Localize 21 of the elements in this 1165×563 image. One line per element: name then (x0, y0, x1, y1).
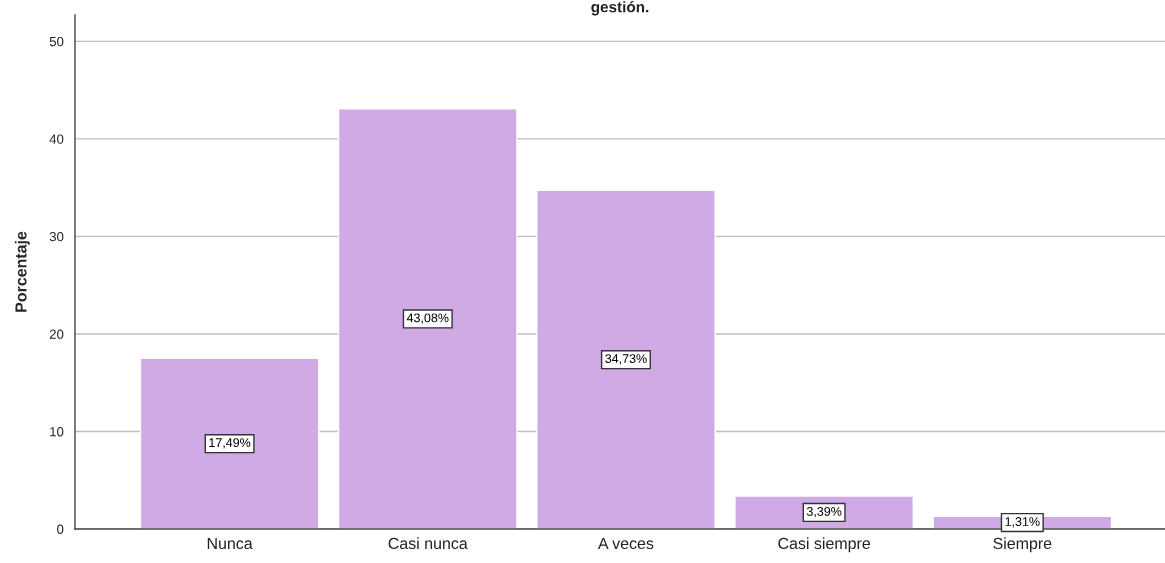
bar (139, 357, 320, 529)
y-tick-label: 50 (49, 36, 64, 47)
y-tick-label: 10 (50, 427, 64, 437)
x-tick-label: A veces (598, 537, 654, 550)
y-axis-title: Porcentaje (14, 231, 30, 312)
data-label: 34,73% (605, 354, 647, 365)
data-label: 17,49% (209, 438, 251, 449)
y-tick-label: 30 (49, 231, 64, 242)
bar (337, 108, 518, 529)
x-tick-label: Nunca (207, 537, 253, 550)
bar (536, 189, 716, 529)
x-tick-label: Casi siempre (778, 537, 871, 553)
data-label: 1,31% (1005, 517, 1040, 528)
data-label: 3,39% (806, 506, 842, 518)
y-tick-label: 20 (49, 329, 64, 339)
chart-title: gestión. (591, 1, 649, 16)
x-tick-label: Siempre (993, 537, 1052, 553)
x-tick-label: Casi nunca (388, 537, 468, 550)
data-label: 43,08% (406, 313, 449, 324)
y-tick-label: 40 (49, 134, 64, 144)
y-tick-label: 0 (57, 524, 64, 534)
